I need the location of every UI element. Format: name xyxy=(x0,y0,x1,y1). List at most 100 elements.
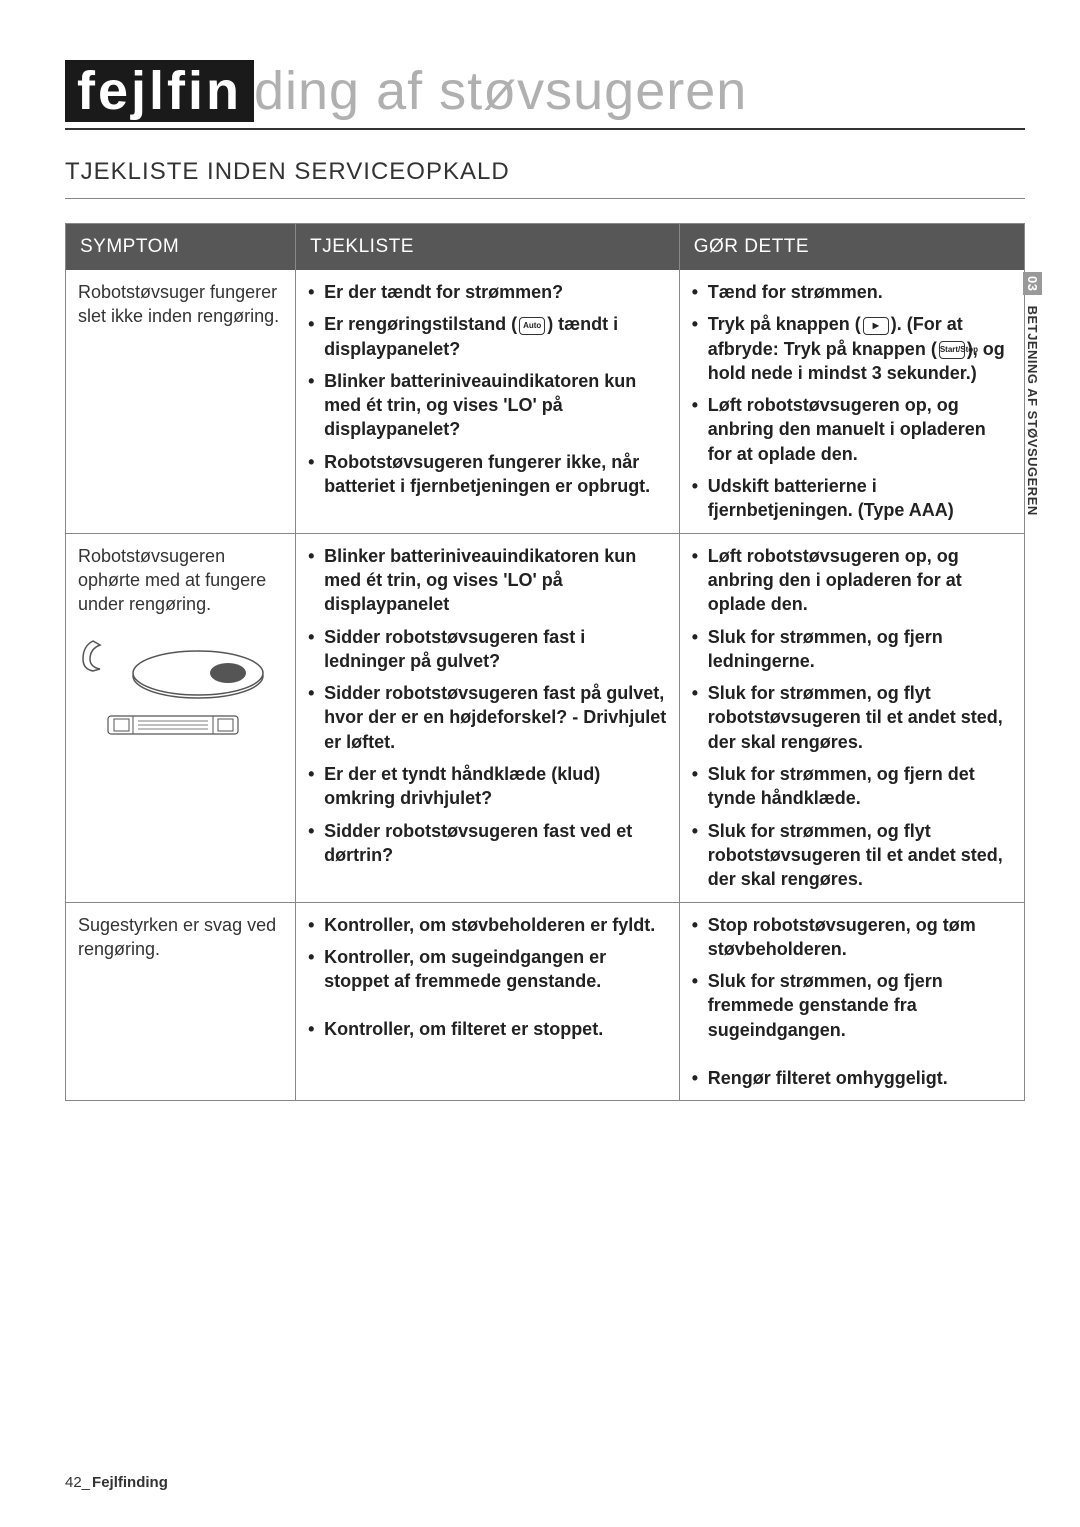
action-item: •Udskift batterierne i fjernbetjeningen.… xyxy=(692,474,1012,523)
bullet-marker: • xyxy=(308,681,324,754)
action-item: •Sluk for strømmen, og fjern fremmede ge… xyxy=(692,969,1012,1042)
check-text: Er rengøringstilstand (Auto) tændt i dis… xyxy=(324,312,667,361)
action-item: •Sluk for strømmen, og fjern ledningerne… xyxy=(692,625,1012,674)
bullet-marker: • xyxy=(692,969,708,1042)
check-text: Kontroller, om støvbeholderen er fyldt. xyxy=(324,913,667,937)
bullet-marker: • xyxy=(308,450,324,499)
header-symptom: SYMPTOM xyxy=(66,224,296,271)
side-tab-text: BETJENING AF STØVSUGEREN xyxy=(1025,306,1040,516)
action-text: Rengør filteret omhyggeligt. xyxy=(708,1066,1012,1090)
action-item: •Tryk på knappen (▶). (For at afbryde: T… xyxy=(692,312,1012,385)
check-text: Er der tændt for strømmen? xyxy=(324,280,667,304)
check-text: Kontroller, om filteret er stoppet. xyxy=(324,1017,667,1041)
check-item: •Er der tændt for strømmen? xyxy=(308,280,667,304)
action-item: •Sluk for strømmen, og flyt robotstøvsug… xyxy=(692,819,1012,892)
symptom-text: Robotstøvsuger fungerer slet ikke inden … xyxy=(78,280,283,329)
check-item: •Blinker batteriniveauindikatoren kun me… xyxy=(308,544,667,617)
bullet-marker: • xyxy=(692,1066,708,1090)
action-text: Sluk for strømmen, og fjern fremmede gen… xyxy=(708,969,1012,1042)
action-text: Tryk på knappen (▶). (For at afbryde: Tr… xyxy=(708,312,1012,385)
auto-icon: Auto xyxy=(519,317,545,335)
check-item: •Kontroller, om sugeindgangen er stoppet… xyxy=(308,945,667,994)
play-icon: ▶ xyxy=(863,317,889,335)
bullet-marker: • xyxy=(692,312,708,385)
action-item: •Sluk for strømmen, og flyt robotstøvsug… xyxy=(692,681,1012,754)
bullet-marker: • xyxy=(308,280,324,304)
check-item: •Robotstøvsugeren fungerer ikke, når bat… xyxy=(308,450,667,499)
action-text: Tænd for strømmen. xyxy=(708,280,1012,304)
check-item: •Sidder robotstøvsugeren fast på gulvet,… xyxy=(308,681,667,754)
check-item: •Er der et tyndt håndklæde (klud) omkrin… xyxy=(308,762,667,811)
symptom-text: Robotstøvsugeren ophørte med at fungere … xyxy=(78,544,283,617)
check-text: Blinker batteriniveauindikatoren kun med… xyxy=(324,369,667,442)
page-title: fejlfinding af støvsugeren xyxy=(65,60,1025,130)
check-text: Blinker batteriniveauindikatoren kun med… xyxy=(324,544,667,617)
bullet-marker: • xyxy=(692,913,708,962)
bullet-marker: • xyxy=(308,945,324,994)
action-cell: •Tænd for strømmen.•Tryk på knappen (▶).… xyxy=(679,270,1024,533)
check-text: Robotstøvsugeren fungerer ikke, når batt… xyxy=(324,450,667,499)
action-text: Sluk for strømmen, og flyt robotstøvsuge… xyxy=(708,681,1012,754)
check-text: Sidder robotstøvsugeren fast i ledninger… xyxy=(324,625,667,674)
bullet-marker: • xyxy=(308,369,324,442)
symptom-cell: Robotstøvsugeren ophørte med at fungere … xyxy=(66,533,296,902)
check-cell: •Er der tændt for strømmen?•Er rengøring… xyxy=(296,270,680,533)
table-row: Robotstøvsuger fungerer slet ikke inden … xyxy=(66,270,1025,533)
check-cell: •Blinker batteriniveauindikatoren kun me… xyxy=(296,533,680,902)
bullet-marker: • xyxy=(308,544,324,617)
footer-page-num: 42_ xyxy=(65,1474,90,1491)
check-cell: •Kontroller, om støvbeholderen er fyldt.… xyxy=(296,902,680,1101)
action-item: •Sluk for strømmen, og fjern det tynde h… xyxy=(692,762,1012,811)
check-text: Er der et tyndt håndklæde (klud) omkring… xyxy=(324,762,667,811)
action-item: •Rengør filteret omhyggeligt. xyxy=(692,1066,1012,1090)
check-item: •Sidder robotstøvsugeren fast i ledninge… xyxy=(308,625,667,674)
title-prefix: fejlfin xyxy=(65,60,254,122)
bullet-marker: • xyxy=(308,625,324,674)
action-text: Løft robotstøvsugeren op, og anbring den… xyxy=(708,544,1012,617)
header-action: GØR DETTE xyxy=(679,224,1024,271)
header-check: TJEKLISTE xyxy=(296,224,680,271)
action-text: Sluk for strømmen, og flyt robotstøvsuge… xyxy=(708,819,1012,892)
action-text: Stop robotstøvsugeren, og tøm støvbehold… xyxy=(708,913,1012,962)
vacuum-illustration xyxy=(78,631,268,741)
troubleshooting-table: SYMPTOM TJEKLISTE GØR DETTE Robotstøvsug… xyxy=(65,223,1025,1101)
bullet-marker: • xyxy=(692,280,708,304)
check-text: Sidder robotstøvsugeren fast ved et dørt… xyxy=(324,819,667,868)
bullet-marker: • xyxy=(692,762,708,811)
symptom-text: Sugestyrken er svag ved rengøring. xyxy=(78,913,283,962)
table-row: Sugestyrken er svag ved rengøring.•Kontr… xyxy=(66,902,1025,1101)
startstop-icon: Start/Stop xyxy=(939,341,965,359)
bullet-marker: • xyxy=(692,819,708,892)
table-row: Robotstøvsugeren ophørte med at fungere … xyxy=(66,533,1025,902)
action-text: Løft robotstøvsugeren op, og anbring den… xyxy=(708,393,1012,466)
check-text: Kontroller, om sugeindgangen er stoppet … xyxy=(324,945,667,994)
action-item: •Tænd for strømmen. xyxy=(692,280,1012,304)
title-suffix: ding af støvsugeren xyxy=(254,61,747,121)
check-item: •Blinker batteriniveauindikatoren kun me… xyxy=(308,369,667,442)
side-tab-num: 03 xyxy=(1023,272,1042,295)
check-item: •Kontroller, om støvbeholderen er fyldt. xyxy=(308,913,667,937)
bullet-marker: • xyxy=(308,1017,324,1041)
footer-label: Fejlfinding xyxy=(92,1474,168,1491)
bullet-marker: • xyxy=(692,625,708,674)
bullet-marker: • xyxy=(308,913,324,937)
bullet-marker: • xyxy=(308,762,324,811)
check-item: •Kontroller, om filteret er stoppet. xyxy=(308,1017,667,1041)
check-text: Sidder robotstøvsugeren fast på gulvet, … xyxy=(324,681,667,754)
symptom-cell: Robotstøvsuger fungerer slet ikke inden … xyxy=(66,270,296,533)
side-tab: 03 BETJENING AF STØVSUGEREN xyxy=(1023,272,1042,516)
action-text: Sluk for strømmen, og fjern det tynde hå… xyxy=(708,762,1012,811)
action-cell: •Stop robotstøvsugeren, og tøm støvbehol… xyxy=(679,902,1024,1101)
action-item: •Løft robotstøvsugeren op, og anbring de… xyxy=(692,393,1012,466)
bullet-marker: • xyxy=(692,681,708,754)
bullet-marker: • xyxy=(692,544,708,617)
bullet-marker: • xyxy=(308,312,324,361)
check-item: •Sidder robotstøvsugeren fast ved et dør… xyxy=(308,819,667,868)
action-item: •Løft robotstøvsugeren op, og anbring de… xyxy=(692,544,1012,617)
action-item: •Stop robotstøvsugeren, og tøm støvbehol… xyxy=(692,913,1012,962)
footer: 42_Fejlfinding xyxy=(65,1474,168,1491)
check-item: •Er rengøringstilstand (Auto) tændt i di… xyxy=(308,312,667,361)
action-cell: •Løft robotstøvsugeren op, og anbring de… xyxy=(679,533,1024,902)
action-text: Udskift batterierne i fjernbetjeningen. … xyxy=(708,474,1012,523)
subtitle: TJEKLISTE INDEN SERVICEOPKALD xyxy=(65,158,1025,199)
